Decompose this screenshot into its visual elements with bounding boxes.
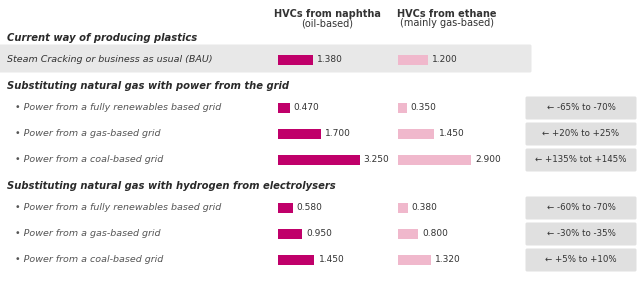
FancyBboxPatch shape <box>525 148 637 171</box>
Text: 1.200: 1.200 <box>432 55 458 65</box>
Bar <box>398 129 435 139</box>
Text: 2.900: 2.900 <box>475 155 500 165</box>
Text: Substituting natural gas with power from the grid: Substituting natural gas with power from… <box>7 81 289 91</box>
Text: • Power from a fully renewables based grid: • Power from a fully renewables based gr… <box>15 203 221 212</box>
Bar <box>398 255 431 265</box>
Text: (mainly gas-based): (mainly gas-based) <box>400 18 494 28</box>
Text: 0.470: 0.470 <box>294 103 319 113</box>
Text: HVCs from naphtha: HVCs from naphtha <box>273 9 380 19</box>
Text: ← +135% tot +145%: ← +135% tot +145% <box>535 155 627 165</box>
Text: ← -65% to -70%: ← -65% to -70% <box>547 103 616 113</box>
FancyBboxPatch shape <box>525 222 637 245</box>
FancyBboxPatch shape <box>525 248 637 271</box>
Text: ← +5% to +10%: ← +5% to +10% <box>545 256 617 264</box>
Bar <box>278 55 313 65</box>
Text: ← +20% to +25%: ← +20% to +25% <box>543 129 620 139</box>
Text: • Power from a coal-based grid: • Power from a coal-based grid <box>15 155 163 165</box>
Bar <box>278 103 290 113</box>
Text: 1.700: 1.700 <box>324 129 351 139</box>
Text: 0.950: 0.950 <box>306 230 332 238</box>
Text: 0.350: 0.350 <box>411 103 436 113</box>
Text: 1.450: 1.450 <box>438 129 464 139</box>
Text: • Power from a fully renewables based grid: • Power from a fully renewables based gr… <box>15 103 221 113</box>
Bar <box>278 229 302 239</box>
Bar <box>398 203 408 213</box>
Text: Substituting natural gas with hydrogen from electrolysers: Substituting natural gas with hydrogen f… <box>7 181 336 191</box>
Bar <box>278 129 321 139</box>
Text: • Power from a gas-based grid: • Power from a gas-based grid <box>15 230 161 238</box>
Text: HVCs from ethane: HVCs from ethane <box>397 9 497 19</box>
Text: 3.250: 3.250 <box>364 155 390 165</box>
FancyBboxPatch shape <box>525 96 637 120</box>
Text: ← -60% to -70%: ← -60% to -70% <box>547 203 616 212</box>
Text: 1.450: 1.450 <box>319 256 344 264</box>
Text: • Power from a gas-based grid: • Power from a gas-based grid <box>15 129 161 139</box>
Text: (oil-based): (oil-based) <box>301 18 353 28</box>
FancyBboxPatch shape <box>525 122 637 145</box>
Text: ← -30% to -35%: ← -30% to -35% <box>547 230 616 238</box>
Text: • Power from a coal-based grid: • Power from a coal-based grid <box>15 256 163 264</box>
Text: 0.580: 0.580 <box>296 203 323 212</box>
Bar <box>278 155 360 165</box>
Text: 1.320: 1.320 <box>435 256 461 264</box>
Bar <box>278 255 314 265</box>
Text: Steam Cracking or business as usual (BAU): Steam Cracking or business as usual (BAU… <box>7 55 212 65</box>
Bar <box>398 55 428 65</box>
Bar <box>278 203 292 213</box>
Text: 0.380: 0.380 <box>412 203 437 212</box>
Text: Current way of producing plastics: Current way of producing plastics <box>7 33 197 43</box>
Bar <box>398 155 471 165</box>
FancyBboxPatch shape <box>525 196 637 219</box>
FancyBboxPatch shape <box>0 44 531 73</box>
Bar <box>398 103 407 113</box>
Bar <box>398 229 418 239</box>
Text: 0.800: 0.800 <box>422 230 448 238</box>
Text: 1.380: 1.380 <box>317 55 342 65</box>
